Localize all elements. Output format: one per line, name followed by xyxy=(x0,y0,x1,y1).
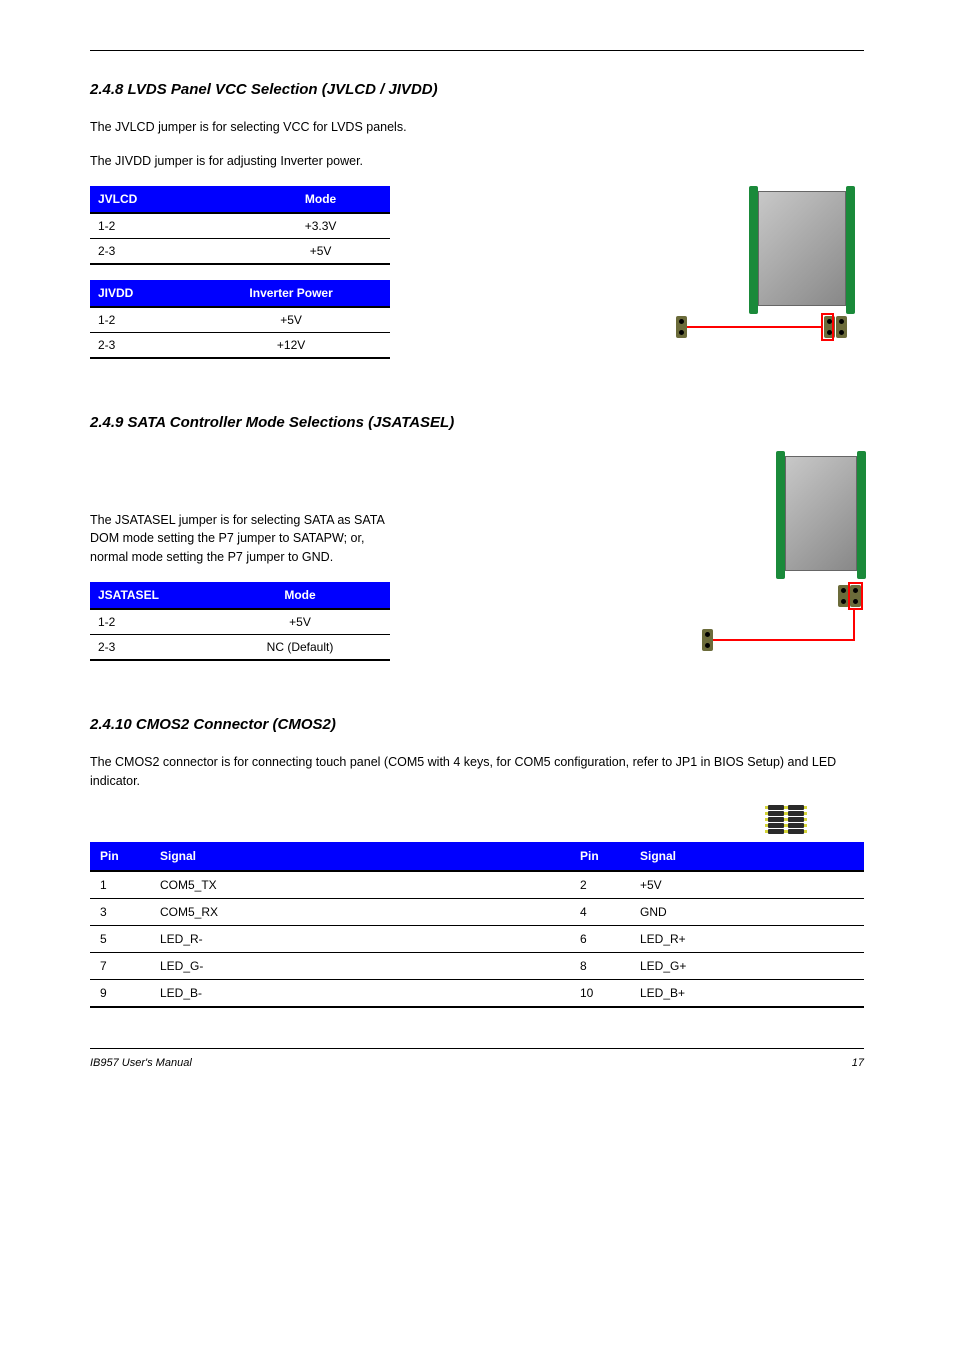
heading-sata-sel: 2.4.9 SATA Controller Mode Selections (J… xyxy=(90,414,864,431)
th-cmos2-2: Pin xyxy=(570,842,630,871)
callout-line-vert xyxy=(853,610,855,641)
footer-right: 17 xyxy=(852,1057,864,1069)
table-row: 7 LED_G- 8 LED_G+ xyxy=(90,953,864,980)
callout-line xyxy=(687,326,822,328)
sata-row: The JSATASEL jumper is for selecting SAT… xyxy=(90,451,864,676)
desc-lvds-vcc-1: The JVLCD jumper is for selecting VCC fo… xyxy=(90,118,864,137)
chip-bar-left xyxy=(749,186,758,314)
th-jivdd-1: Inverter Power xyxy=(192,280,390,307)
table-row: 5 LED_R- 6 LED_R+ xyxy=(90,926,864,953)
table-cmos2: Pin Signal Pin Signal 1 COM5_TX 2 +5V 3 … xyxy=(90,842,864,1008)
connector-diagram xyxy=(90,805,804,834)
section-lvds-vcc: 2.4.8 LVDS Panel VCC Selection (JVLCD / … xyxy=(90,81,864,374)
page-footer: IB957 User's Manual 17 xyxy=(90,1048,864,1069)
top-rule xyxy=(90,50,864,51)
heading-lvds-vcc: 2.4.8 LVDS Panel VCC Selection (JVLCD / … xyxy=(90,81,864,98)
jumper-lower-icon xyxy=(702,629,713,651)
table-row: 2-3 NC (Default) xyxy=(90,634,390,660)
th-jivdd-0: JIVDD xyxy=(90,280,192,307)
th-cmos2-3: Signal xyxy=(630,842,864,871)
section-sata-sel: 2.4.9 SATA Controller Mode Selections (J… xyxy=(90,414,864,676)
chip-bar-right xyxy=(846,186,855,314)
lvds-tables: JVLCD Mode 1-2 +3.3V 2-3 +5V xyxy=(90,186,390,374)
th-cmos2-1: Signal xyxy=(150,842,570,871)
table-row: 1-2 +5V xyxy=(90,307,390,333)
chip-bar-right xyxy=(857,451,866,579)
desc-lvds-vcc-2: The JIVDD jumper is for adjusting Invert… xyxy=(90,152,864,171)
heading-cmos2: 2.4.10 CMOS2 Connector (CMOS2) xyxy=(90,716,864,733)
th-sat-0: JSATASEL xyxy=(90,582,210,609)
table-row: 2-3 +5V xyxy=(90,238,390,264)
lvds-row: JVLCD Mode 1-2 +3.3V 2-3 +5V xyxy=(90,186,864,374)
th-cmos2-0: Pin xyxy=(90,842,150,871)
callout-line xyxy=(713,639,853,641)
connector-icon xyxy=(768,805,804,834)
table-row: 1-2 +5V xyxy=(90,609,390,635)
jumper-left-icon xyxy=(676,316,687,338)
table-jivdd: JIVDD Inverter Power 1-2 +5V 2-3 +12V xyxy=(90,280,390,359)
table-row: 3 COM5_RX 4 GND xyxy=(90,899,864,926)
table-jvlcd: JVLCD Mode 1-2 +3.3V 2-3 +5V xyxy=(90,186,390,265)
chip-diagram-1 xyxy=(694,186,864,351)
footer-left: IB957 User's Manual xyxy=(90,1057,192,1069)
table-row: 2-3 +12V xyxy=(90,332,390,358)
table-row: 1-2 +3.3V xyxy=(90,213,390,239)
highlight-box xyxy=(848,582,863,610)
chip-body xyxy=(758,191,846,306)
table-jsatasel: JSATASEL Mode 1-2 +5V 2-3 NC (Default) xyxy=(90,582,390,661)
highlight-box xyxy=(821,313,834,341)
lvds-diagram xyxy=(694,186,864,351)
sata-left: The JSATASEL jumper is for selecting SAT… xyxy=(90,511,390,676)
page: 2.4.8 LVDS Panel VCC Selection (JVLCD / … xyxy=(0,0,954,1099)
table-row: 9 LED_B- 10 LED_B+ xyxy=(90,980,864,1008)
chip-bar-left xyxy=(776,451,785,579)
chip-diagram-2 xyxy=(694,451,864,651)
desc-cmos2: The CMOS2 connector is for connecting to… xyxy=(90,753,864,791)
chip-body xyxy=(785,456,857,571)
desc-sata-sel: The JSATASEL jumper is for selecting SAT… xyxy=(90,511,390,567)
th-jvlcd-0: JVLCD xyxy=(90,186,251,213)
sata-diagram xyxy=(694,451,864,651)
th-jvlcd-1: Mode xyxy=(251,186,390,213)
section-cmos2: 2.4.10 CMOS2 Connector (CMOS2) The CMOS2… xyxy=(90,716,864,1009)
table-row: 1 COM5_TX 2 +5V xyxy=(90,871,864,899)
th-sat-1: Mode xyxy=(210,582,390,609)
